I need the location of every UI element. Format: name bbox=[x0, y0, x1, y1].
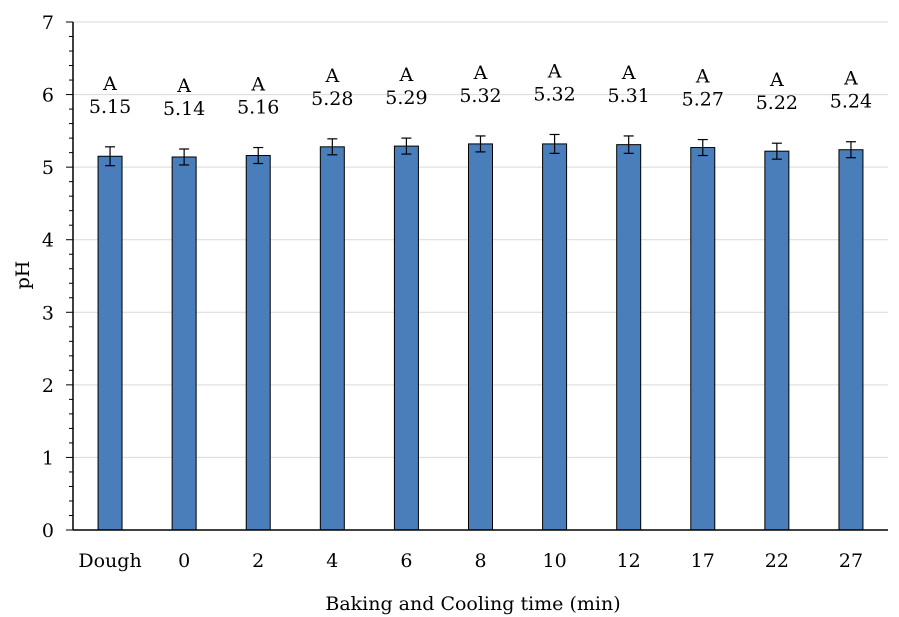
value-label: 5.15 bbox=[89, 96, 131, 118]
x-tick-label: Dough bbox=[78, 550, 141, 572]
x-tick-label: 27 bbox=[839, 550, 863, 572]
bar bbox=[245, 155, 271, 531]
bar bbox=[542, 143, 568, 531]
y-tick-label: 4 bbox=[42, 230, 54, 252]
value-label: 5.16 bbox=[237, 97, 279, 119]
value-label: 5.28 bbox=[311, 88, 353, 110]
significance-letter: A bbox=[695, 66, 710, 88]
bar bbox=[97, 155, 123, 531]
x-tick-label: 17 bbox=[691, 550, 715, 572]
significance-letter: A bbox=[769, 69, 784, 91]
significance-letter: A bbox=[843, 68, 858, 90]
bar bbox=[171, 156, 197, 531]
x-tick-label: 8 bbox=[474, 550, 486, 572]
x-tick-label: 22 bbox=[765, 550, 789, 572]
value-label: 5.32 bbox=[459, 85, 501, 107]
axes bbox=[66, 21, 888, 531]
bar bbox=[690, 147, 716, 531]
significance-letter: A bbox=[250, 74, 265, 96]
bar bbox=[319, 146, 345, 531]
y-tick-label: 2 bbox=[42, 375, 54, 397]
significance-letter: A bbox=[621, 62, 636, 84]
error-bars bbox=[105, 133, 856, 167]
significance-letter: A bbox=[324, 65, 339, 87]
x-tick-label: 12 bbox=[617, 550, 641, 572]
value-label: 5.29 bbox=[385, 87, 427, 109]
value-label: 5.14 bbox=[163, 98, 205, 120]
y-tick-label: 1 bbox=[42, 447, 54, 469]
value-label: 5.31 bbox=[608, 85, 650, 107]
bars bbox=[97, 143, 864, 531]
bar bbox=[468, 143, 493, 531]
x-tick-label: 2 bbox=[252, 550, 264, 572]
y-tick-label: 3 bbox=[42, 302, 54, 324]
x-tick-labels: Dough 0 2 4 6 8 10 12 17 22 27 bbox=[78, 550, 863, 572]
y-tick-labels: 0 1 2 3 4 5 6 7 bbox=[42, 12, 54, 542]
bar bbox=[393, 145, 419, 531]
significance-letter: A bbox=[547, 60, 562, 82]
y-axis-title: pH bbox=[12, 261, 34, 290]
x-tick-label: 10 bbox=[542, 550, 566, 572]
significance-letter: A bbox=[102, 73, 117, 95]
y-tick-label: 0 bbox=[42, 520, 54, 542]
value-label: 5.22 bbox=[756, 92, 798, 114]
y-tick-label: 6 bbox=[42, 85, 54, 107]
significance-letter: A bbox=[399, 64, 414, 86]
value-label: 5.32 bbox=[533, 83, 575, 105]
value-label: 5.24 bbox=[830, 91, 872, 113]
x-tick-label: 0 bbox=[178, 550, 190, 572]
x-axis-title: Baking and Cooling time (min) bbox=[325, 593, 620, 615]
significance-letter: A bbox=[176, 75, 191, 97]
y-tick-label: 7 bbox=[42, 12, 54, 34]
bar bbox=[616, 144, 642, 531]
bar bbox=[838, 149, 864, 531]
significance-letter: A bbox=[473, 62, 488, 84]
bar bbox=[764, 150, 790, 531]
x-tick-label: 4 bbox=[326, 550, 338, 572]
y-tick-label: 5 bbox=[42, 157, 54, 179]
x-tick-label: 6 bbox=[400, 550, 412, 572]
data-labels: 5.15A5.14A5.16A5.28A5.29A5.32A5.32A5.31A… bbox=[89, 60, 872, 120]
value-label: 5.27 bbox=[682, 89, 724, 111]
